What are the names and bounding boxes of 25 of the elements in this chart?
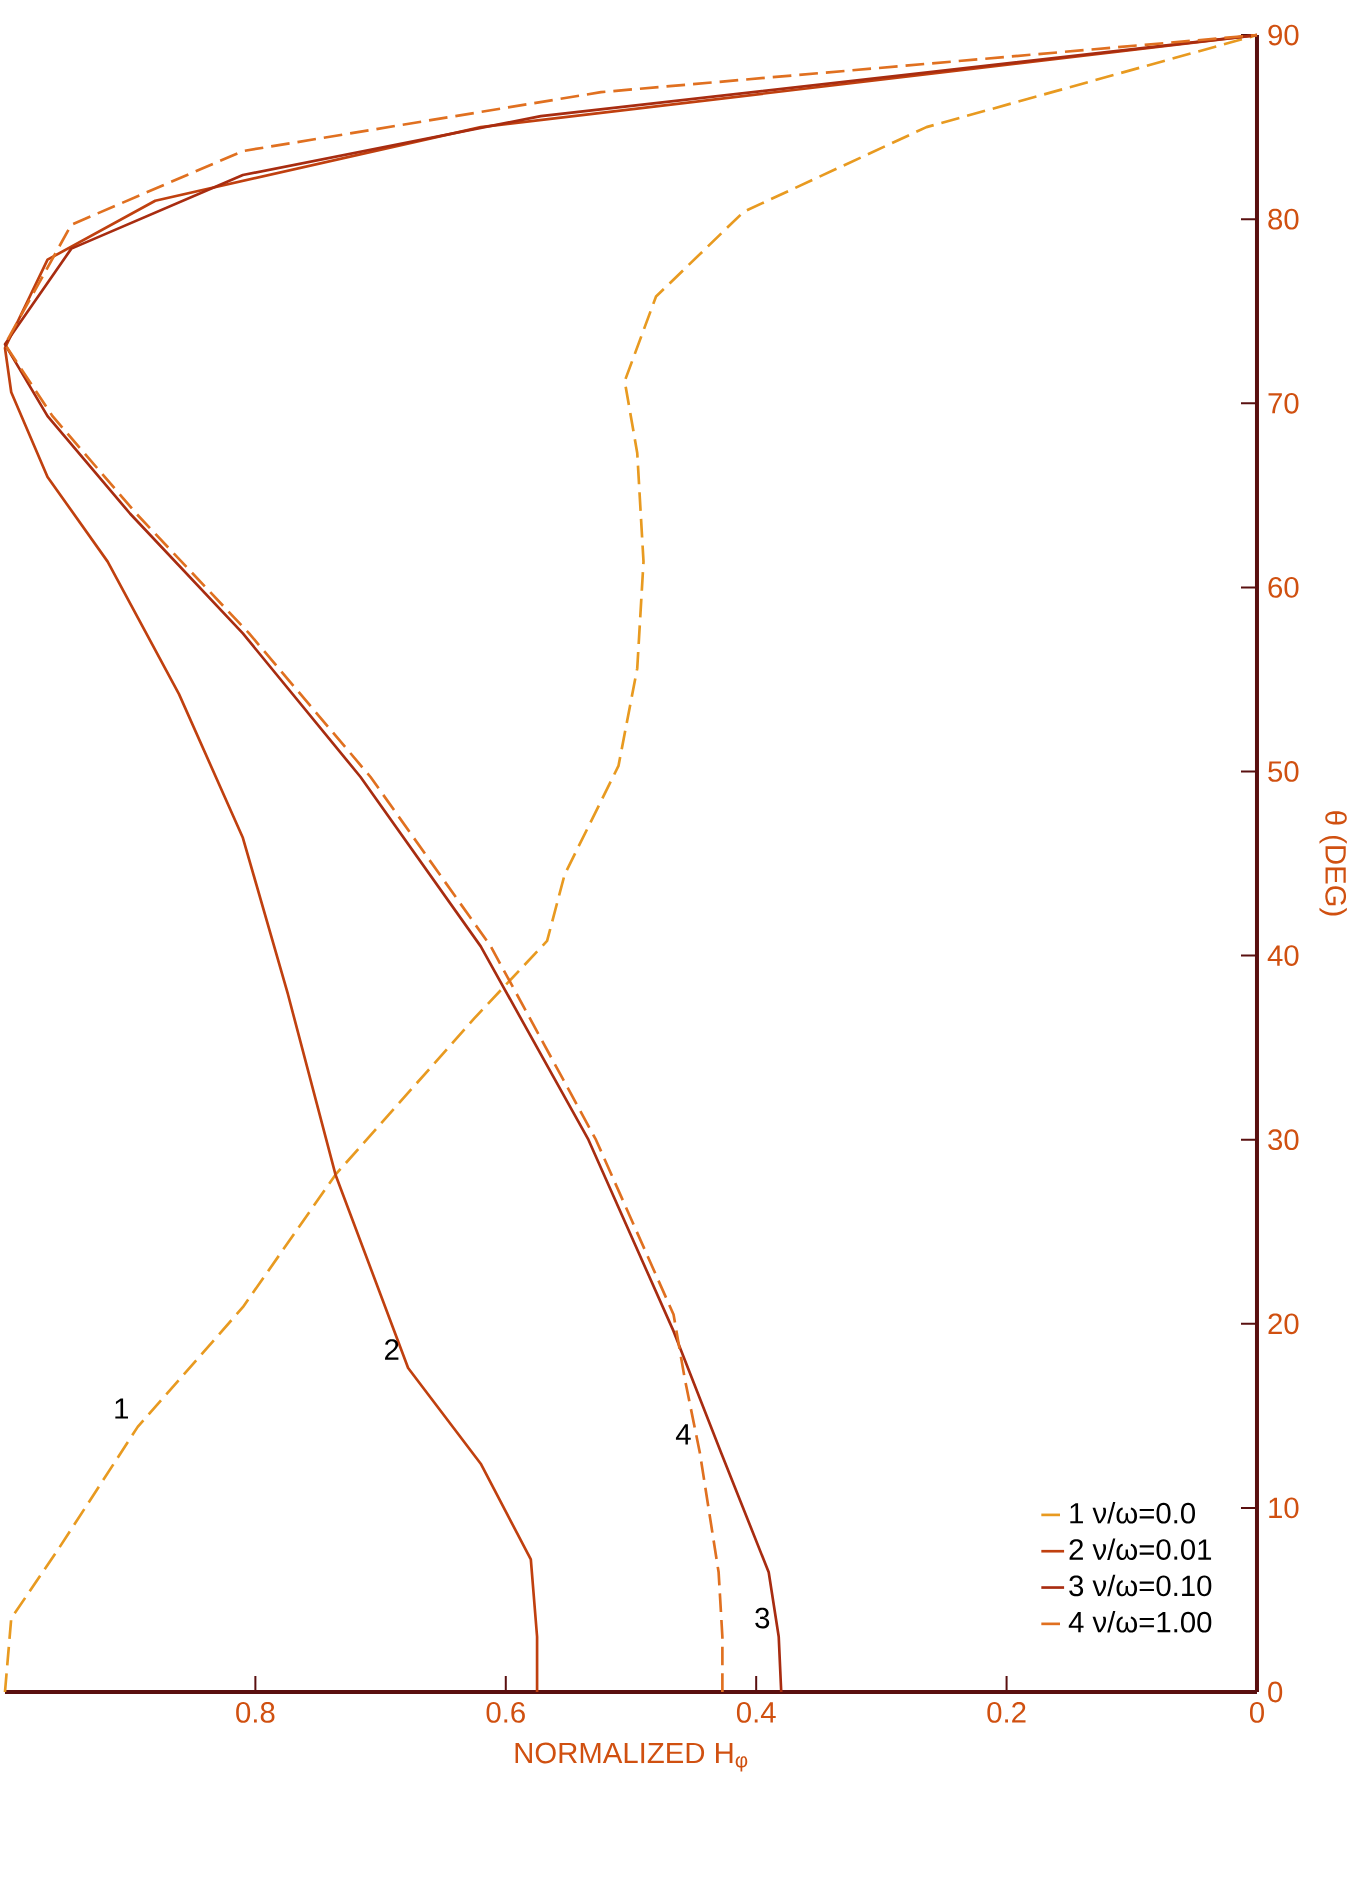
legend-label: 4 ν/ω=1.00	[1068, 1611, 1212, 1633]
y-tick-label: 70	[1268, 392, 1299, 414]
y-axis-title: θ (DEG)	[1319, 811, 1347, 916]
annotation: 3	[755, 1607, 770, 1629]
x-tick-label: 0.8	[236, 1702, 275, 1723]
y-tick-label: 30	[1268, 1129, 1299, 1151]
y-tick-label: 40	[1267, 945, 1299, 966]
y-tick-label: 90	[1268, 24, 1299, 46]
annotation: 2	[385, 1339, 399, 1360]
y-tick-label: 20	[1268, 1313, 1299, 1335]
y-tick-label: 0	[1268, 1681, 1283, 1703]
x-axis-title: NORMALIZED H$_{φ}$	[515, 1742, 748, 1772]
y-tick-label: 10	[1269, 1497, 1299, 1519]
x-tick-label: 0.6	[486, 1702, 525, 1723]
legend-label: 2 ν/ω=0.01	[1069, 1538, 1212, 1560]
y-tick-label: 50	[1268, 761, 1299, 782]
x-tick-label: 0	[1249, 1702, 1264, 1723]
y-tick-label: 80	[1268, 208, 1299, 230]
annotation: 1	[115, 1398, 128, 1419]
legend-label: 1 ν/ω=0.0	[1070, 1502, 1196, 1524]
annotation: 4	[675, 1424, 691, 1445]
x-tick-label: 0.2	[987, 1702, 1026, 1723]
y-tick-label: 60	[1268, 576, 1299, 598]
x-tick-label: 0.4	[736, 1702, 776, 1723]
legend-label: 3 ν/ω=0.10	[1069, 1574, 1212, 1597]
